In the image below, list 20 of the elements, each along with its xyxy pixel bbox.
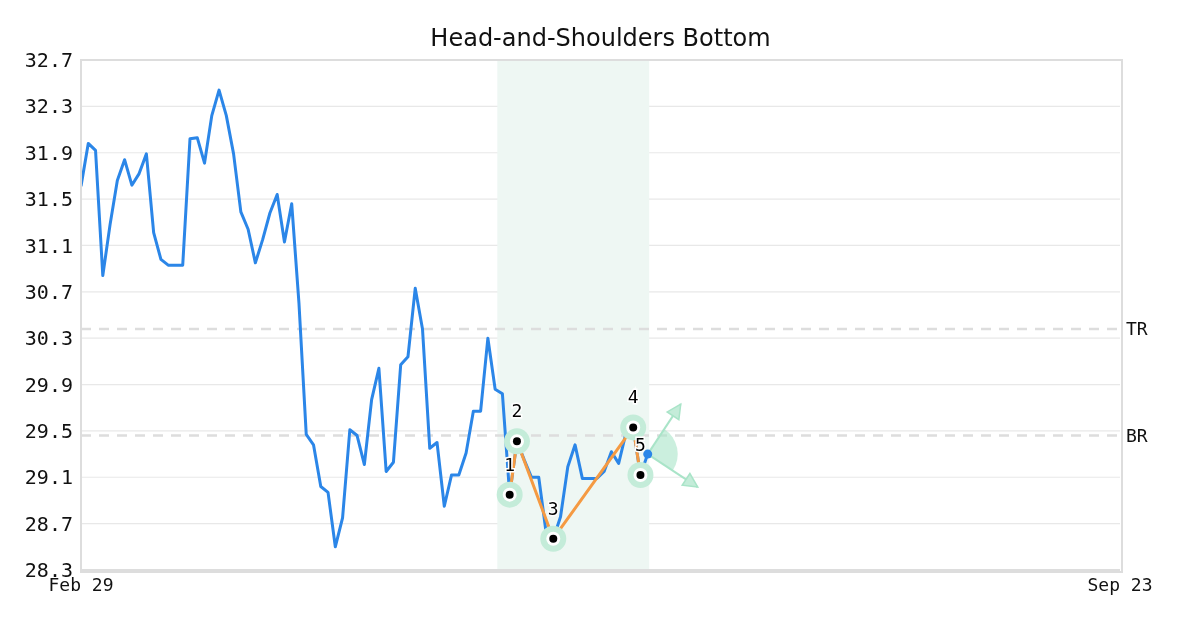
- y-tick-label: 31.9: [24, 140, 73, 165]
- annotation: 2: [511, 400, 523, 422]
- point: [643, 449, 653, 459]
- y-tick-label: 30.7: [24, 279, 73, 304]
- chart-title: Head-and-Shoulders Bottom: [429, 24, 772, 52]
- y-tick-label: 29.5: [24, 419, 73, 444]
- y-tick-label: 28.7: [24, 511, 73, 536]
- ref-line-label: BR: [1126, 424, 1148, 446]
- y-tick-label: 31.5: [24, 187, 73, 212]
- annotation: 4: [627, 386, 639, 408]
- y-tick-label: 32.3: [24, 94, 73, 119]
- y-tick-label: 29.9: [24, 372, 73, 397]
- y-tick-label: 29.1: [24, 465, 73, 490]
- y-tick-label: 31.1: [24, 233, 73, 258]
- annotation: 3: [547, 497, 559, 519]
- y-tick-label: 32.7: [24, 48, 73, 73]
- x-tick-label: Sep 23: [1087, 573, 1153, 595]
- annotation: 1: [504, 453, 516, 475]
- y-tick-label: 30.3: [24, 326, 73, 351]
- ref-line-label: TR: [1126, 318, 1148, 340]
